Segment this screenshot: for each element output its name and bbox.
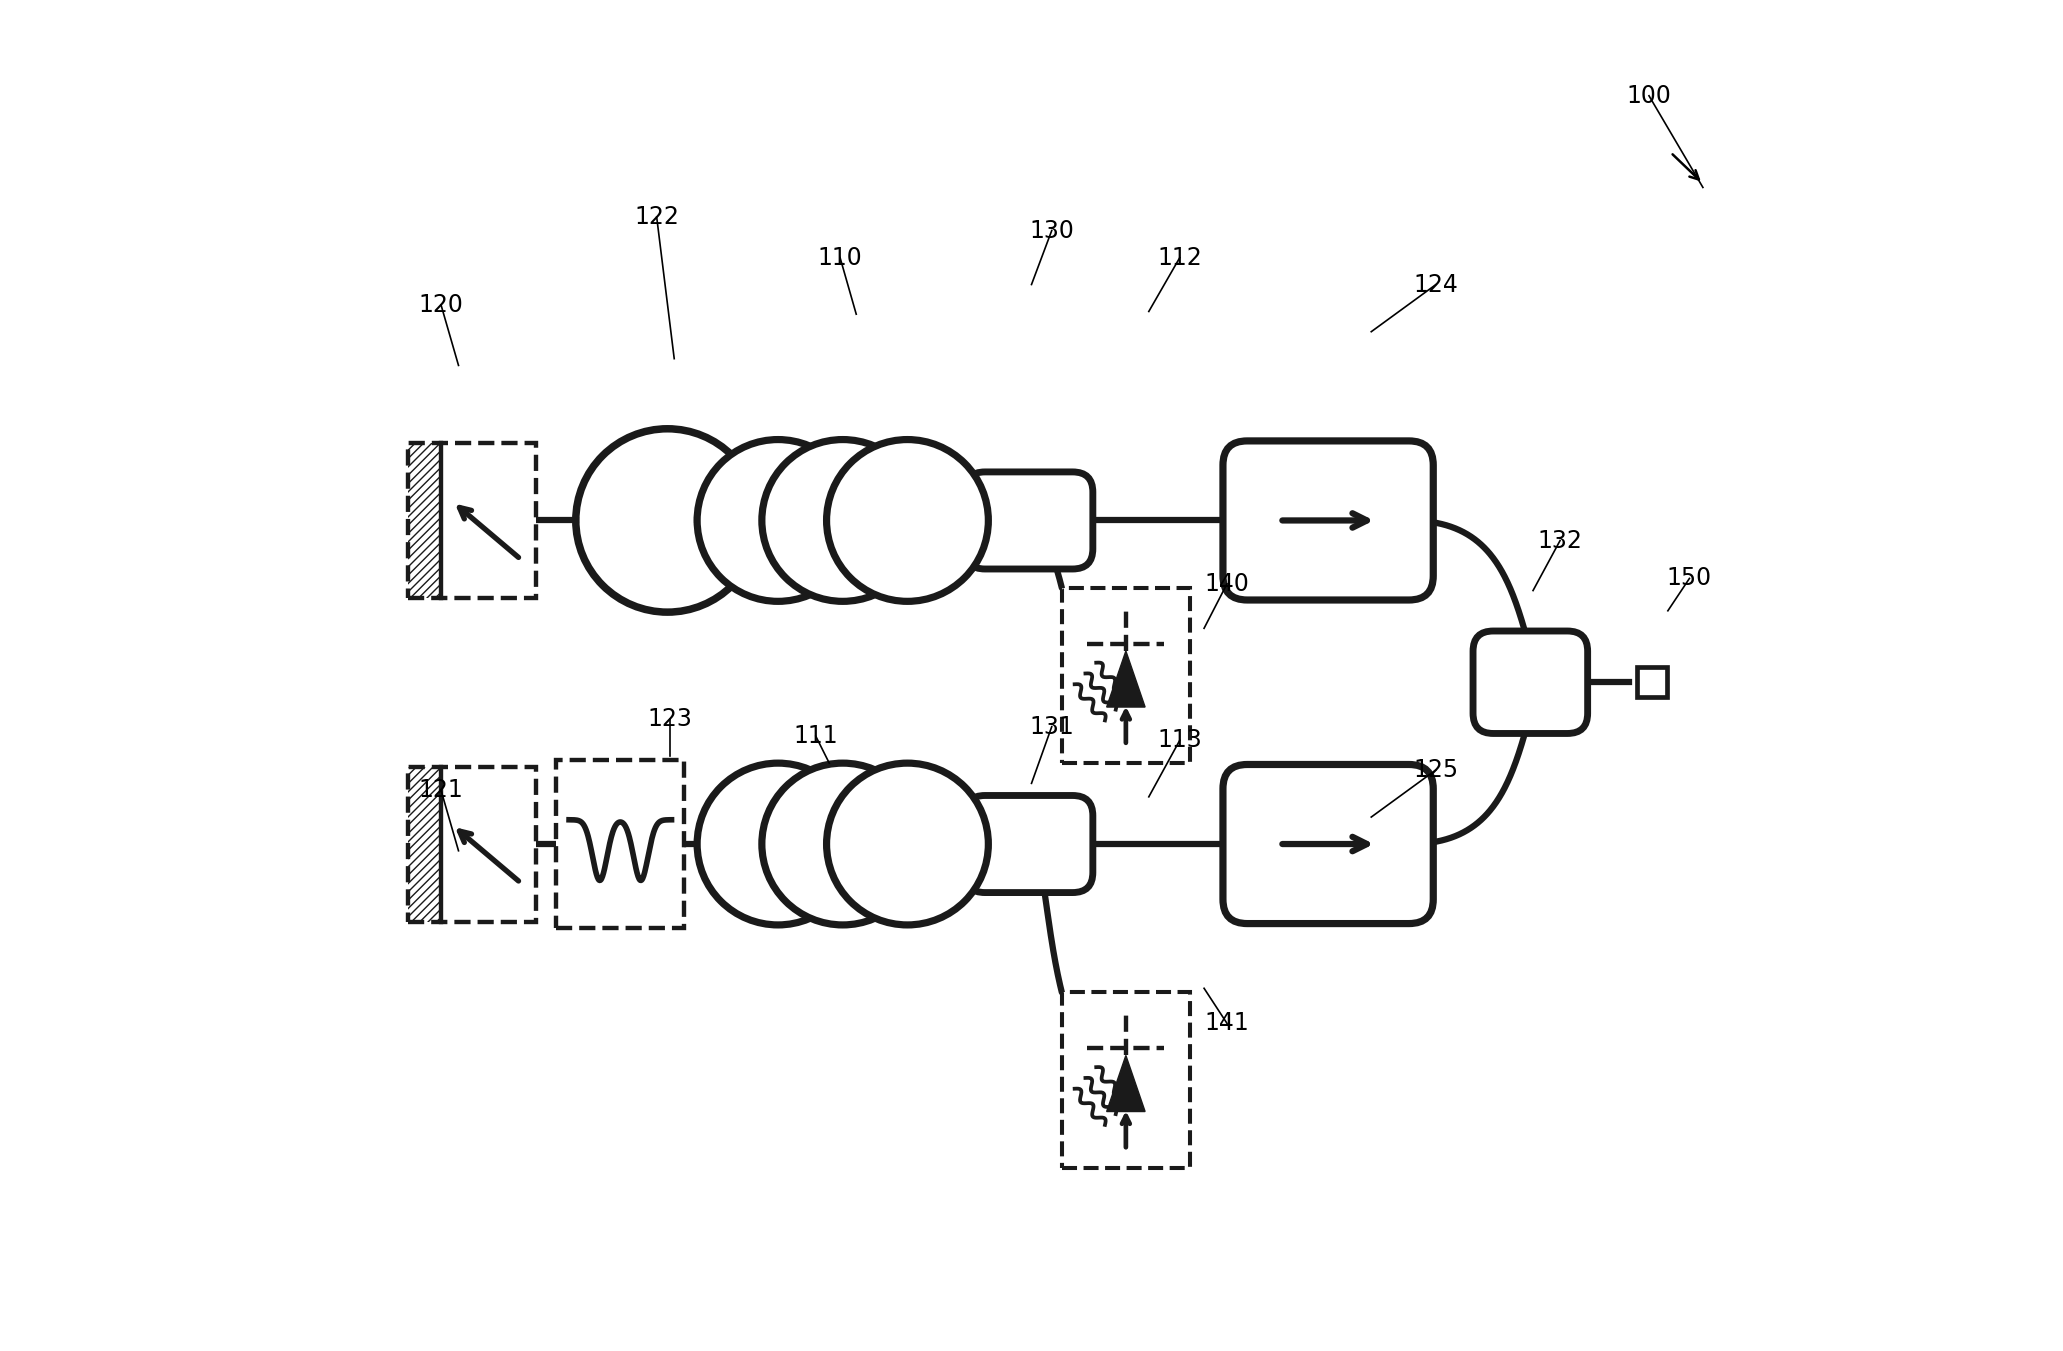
Bar: [408, 766, 441, 921]
FancyBboxPatch shape: [1223, 765, 1434, 924]
Text: 140: 140: [1205, 571, 1250, 596]
Text: 110: 110: [817, 246, 862, 270]
Polygon shape: [1106, 1055, 1145, 1112]
FancyBboxPatch shape: [1223, 440, 1434, 600]
Circle shape: [697, 763, 858, 925]
FancyBboxPatch shape: [965, 471, 1093, 569]
Text: 112: 112: [1157, 246, 1203, 270]
Bar: [408, 766, 536, 921]
FancyBboxPatch shape: [965, 796, 1093, 893]
Text: 123: 123: [648, 707, 693, 731]
Text: 120: 120: [419, 293, 464, 316]
Text: 113: 113: [1157, 728, 1203, 753]
Text: 141: 141: [1205, 1012, 1250, 1035]
Circle shape: [827, 439, 988, 601]
Bar: [557, 759, 685, 928]
Circle shape: [827, 763, 988, 925]
Text: 132: 132: [1537, 528, 1582, 553]
Text: 124: 124: [1413, 273, 1459, 296]
Bar: [1062, 588, 1190, 763]
Text: 100: 100: [1626, 84, 1671, 108]
Text: 122: 122: [633, 205, 679, 230]
Text: 150: 150: [1667, 566, 1712, 590]
Text: 130: 130: [1029, 219, 1075, 243]
Text: 131: 131: [1029, 715, 1075, 739]
Circle shape: [761, 763, 924, 925]
Bar: [1062, 993, 1190, 1167]
Circle shape: [697, 439, 858, 601]
Bar: [408, 443, 441, 598]
Bar: [408, 443, 536, 598]
Circle shape: [761, 439, 924, 601]
Text: 121: 121: [419, 778, 464, 802]
Polygon shape: [1106, 651, 1145, 707]
Text: 125: 125: [1413, 758, 1459, 782]
FancyBboxPatch shape: [1473, 631, 1589, 734]
Text: 111: 111: [794, 724, 838, 748]
Bar: [1636, 667, 1667, 697]
